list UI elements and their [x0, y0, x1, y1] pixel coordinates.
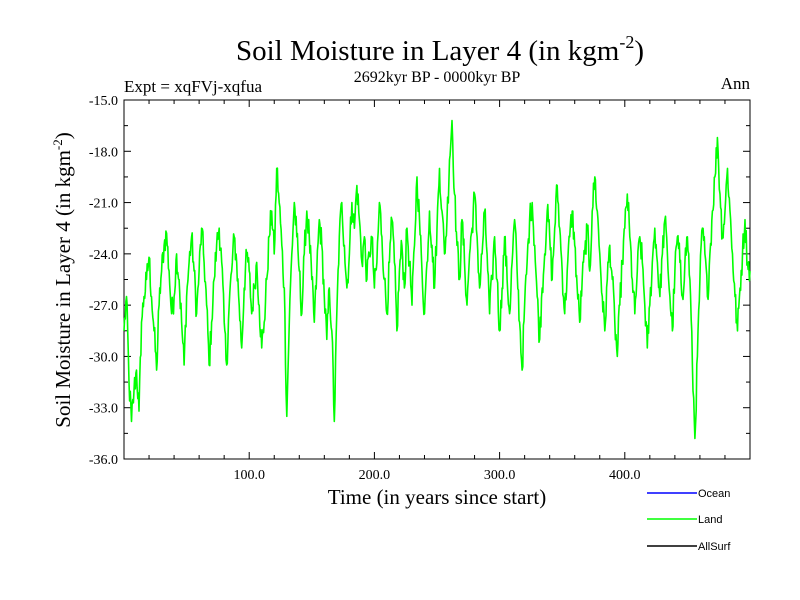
- y-tick-label: -33.0: [89, 402, 118, 417]
- y-tick-label: -36.0: [89, 453, 118, 468]
- season-label: Ann: [721, 74, 751, 93]
- x-tick-label: 400.0: [609, 468, 641, 483]
- y-tick-label: -27.0: [89, 299, 118, 314]
- chart-title-suffix: ): [634, 35, 644, 67]
- expt-label: Expt = xqFVj-xqfua: [124, 77, 262, 96]
- legend-label-land: Land: [698, 514, 722, 526]
- y-axis-label-suffix: ): [51, 132, 75, 139]
- x-tick-label: 200.0: [359, 468, 391, 483]
- x-tick-label: 100.0: [233, 468, 265, 483]
- plot-frame: [123, 99, 751, 460]
- y-axis-label-sup: -2: [50, 139, 65, 150]
- x-axis-label: Time (in years since start): [328, 485, 547, 509]
- chart-title-main: Soil Moisture in Layer 4 (in kgm: [236, 35, 620, 67]
- chart-subtitle: 2692kyr BP - 0000kyr BP: [354, 69, 521, 86]
- y-tick-label: -30.0: [89, 350, 118, 365]
- y-axis-ticks: -15.0 -18.0 -21.0 -24.0 -27.0 -30.0 -33.0 -36.0: [89, 94, 750, 468]
- y-axis-label: Soil Moisture in Layer 4 (in kgm-2): [50, 132, 75, 427]
- x-tick-label: 300.0: [484, 468, 516, 483]
- y-tick-label: -21.0: [89, 197, 118, 212]
- chart-title: Soil Moisture in Layer 4 (in kgm-2): [236, 32, 644, 67]
- legend-label-allsurf: AllSurf: [698, 541, 731, 553]
- x-axis-ticks: 100.0 200.0 300.0 400.0: [123, 100, 751, 483]
- series-line-land: [123, 119, 751, 440]
- legend-label-ocean: Ocean: [698, 488, 730, 500]
- chart-title-sup: -2: [619, 32, 634, 52]
- legend: Ocean Land AllSurf: [647, 488, 731, 553]
- y-tick-label: -18.0: [89, 145, 118, 160]
- y-axis-label-main: Soil Moisture in Layer 4 (in kgm: [51, 150, 75, 428]
- y-tick-label: -24.0: [89, 248, 118, 263]
- y-tick-label: -15.0: [89, 94, 118, 109]
